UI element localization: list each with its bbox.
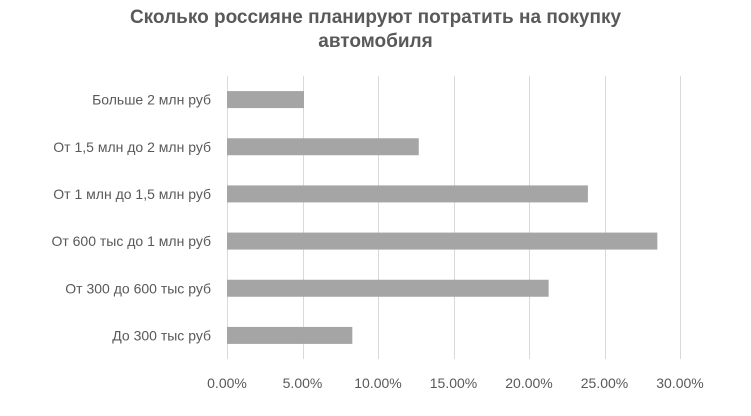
category-label: От 1 млн до 1,5 млн руб [53, 186, 211, 202]
category-label: От 300 до 600 тыс руб [65, 280, 211, 296]
category-label: От 600 тыс до 1 млн руб [51, 233, 211, 249]
bar [227, 326, 353, 344]
bar [227, 185, 588, 203]
chart-title: Сколько россияне планируют потратить на … [0, 6, 751, 54]
bar [227, 138, 419, 156]
category-label: Больше 2 млн руб [92, 92, 211, 108]
x-tick-label: 25.00% [581, 375, 628, 391]
chart-title-line-1: Сколько россияне планируют потратить на … [129, 7, 622, 28]
x-tick-label: 0.00% [207, 375, 247, 391]
x-tick-label: 10.00% [354, 375, 401, 391]
bar [227, 279, 549, 297]
x-tick-label: 30.00% [656, 375, 703, 391]
x-tick-label: 5.00% [283, 375, 323, 391]
category-label: До 300 тыс руб [112, 327, 211, 343]
chart-title-line-2: автомобиля [318, 31, 433, 52]
x-tick-label: 20.00% [505, 375, 552, 391]
bar [227, 232, 658, 250]
bar [227, 91, 305, 109]
x-tick-label: 15.00% [430, 375, 477, 391]
category-label: От 1,5 млн до 2 млн руб [53, 139, 211, 155]
